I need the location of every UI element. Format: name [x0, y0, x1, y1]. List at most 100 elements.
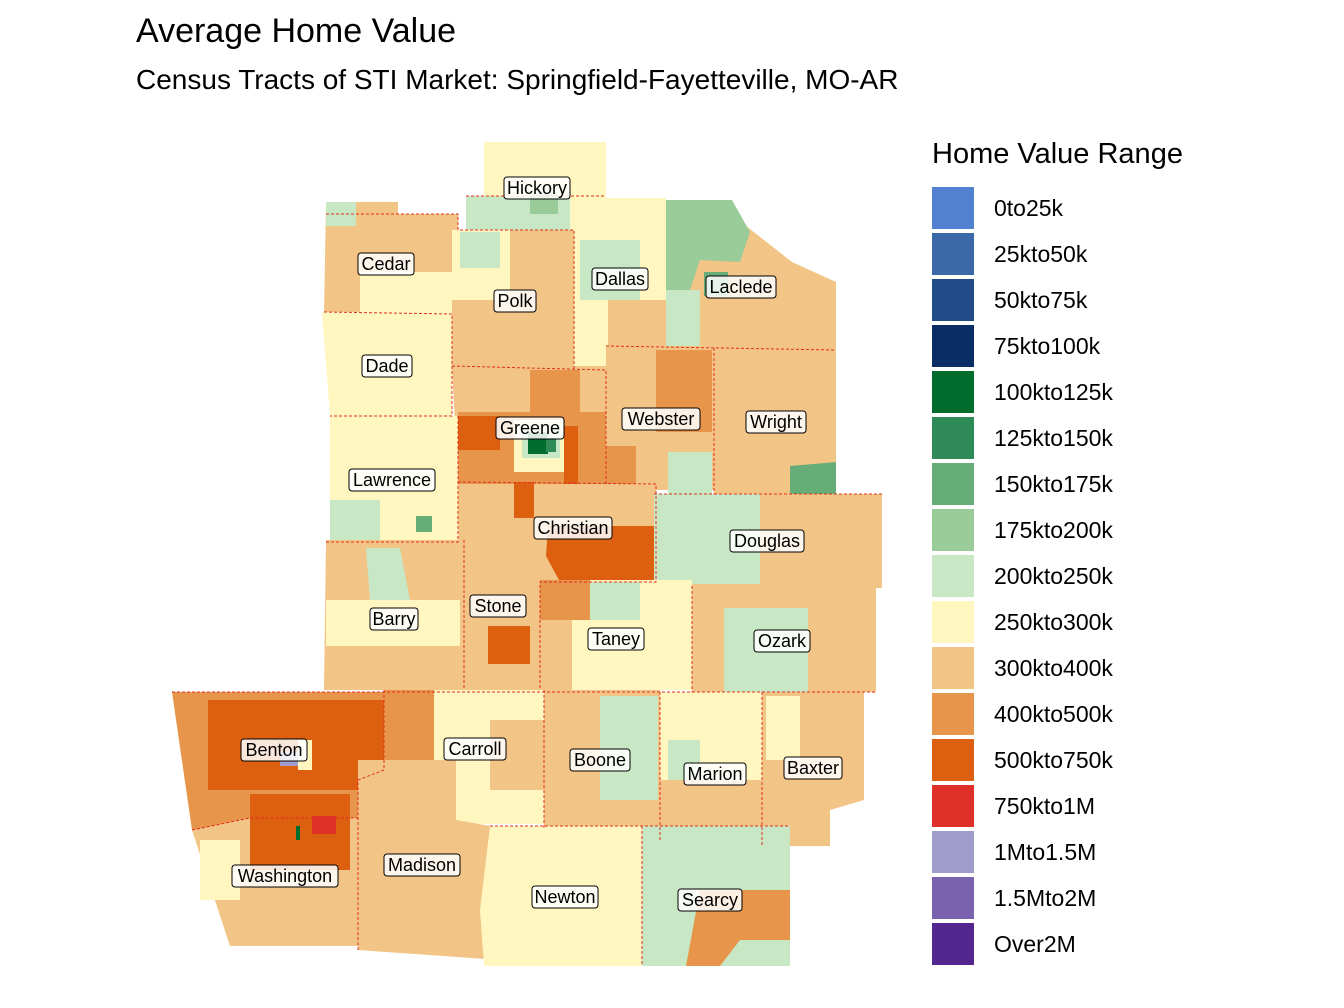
- tract: [546, 438, 556, 452]
- map-subtitle: Census Tracts of STI Market: Springfield…: [136, 64, 899, 95]
- county-name: Dade: [365, 356, 408, 376]
- county-label-carroll: Carroll: [443, 737, 507, 761]
- legend-label: 750kto1M: [994, 792, 1096, 819]
- county-label-benton: Benton: [240, 738, 308, 762]
- county-name: Lawrence: [353, 470, 431, 490]
- legend-item: 175kto200k: [932, 507, 1183, 553]
- legend-label: 175kto200k: [994, 516, 1113, 543]
- county-name: Dallas: [595, 269, 645, 289]
- legend-label: Over2M: [994, 930, 1076, 957]
- tract: [766, 696, 800, 760]
- county-label-taney: Taney: [587, 627, 645, 651]
- county-label-hickory: Hickory: [503, 176, 571, 200]
- county-name: Ozark: [758, 631, 807, 651]
- tract: [666, 290, 700, 346]
- county-name: Christian: [537, 518, 608, 538]
- tract: [600, 696, 658, 800]
- legend-item: 400kto500k: [932, 691, 1183, 737]
- legend-item: 25kto50k: [932, 231, 1183, 277]
- legend-label: 500kto750k: [994, 746, 1113, 773]
- choropleth-map: Hickory Cedar Dallas Laclede Polk Dade G…: [172, 142, 882, 966]
- legend-swatch: [932, 371, 974, 413]
- legend-label: 1Mto1.5M: [994, 838, 1097, 865]
- legend-swatch: [932, 279, 974, 321]
- county-label-greene: Greene: [495, 416, 565, 440]
- county-label-baxter: Baxter: [783, 756, 843, 780]
- legend-swatch: [932, 417, 974, 459]
- legend-label: 200kto250k: [994, 562, 1113, 589]
- legend-swatch: [932, 647, 974, 689]
- tract-fills: [172, 142, 882, 966]
- tract: [590, 582, 640, 620]
- legend-swatch: [932, 923, 974, 965]
- legend-item: 200kto250k: [932, 553, 1183, 599]
- legend-item: Over2M: [932, 921, 1183, 967]
- tract: [296, 826, 300, 840]
- county-name: Baxter: [787, 758, 839, 778]
- county-label-searcy: Searcy: [677, 888, 743, 912]
- county-name: Madison: [388, 855, 456, 875]
- tract: [666, 200, 750, 290]
- county-label-barry: Barry: [369, 607, 419, 631]
- tract: [458, 416, 500, 450]
- county-name: Marion: [687, 764, 742, 784]
- tract: [564, 426, 578, 500]
- legend-label: 50kto75k: [994, 286, 1088, 313]
- legend-item: 50kto75k: [932, 277, 1183, 323]
- county-name: Polk: [497, 291, 533, 311]
- legend-item: 1Mto1.5M: [932, 829, 1183, 875]
- legend-swatch: [932, 509, 974, 551]
- county-label-wright: Wright: [745, 410, 807, 434]
- legend-swatch: [932, 785, 974, 827]
- legend-item: 500kto750k: [932, 737, 1183, 783]
- county-label-dallas: Dallas: [591, 267, 649, 291]
- county-label-washington: Washington: [231, 864, 339, 888]
- county-label-laclede: Laclede: [705, 275, 777, 299]
- county-label-polk: Polk: [493, 289, 537, 313]
- legend-item: 75kto100k: [932, 323, 1183, 369]
- legend-swatch: [932, 739, 974, 781]
- county-name: Stone: [474, 596, 521, 616]
- legend-item: 250kto300k: [932, 599, 1183, 645]
- legend-label: 400kto500k: [994, 700, 1113, 727]
- county-label-webster: Webster: [621, 407, 701, 431]
- county-name: Boone: [574, 750, 626, 770]
- county-label-dade: Dade: [361, 354, 413, 378]
- county-name: Taney: [592, 629, 640, 649]
- county-label-lawrence: Lawrence: [348, 468, 436, 492]
- county-label-stone: Stone: [469, 594, 527, 618]
- county-name: Douglas: [734, 531, 800, 551]
- county-label-newton: Newton: [531, 885, 599, 909]
- legend-swatch: [932, 187, 974, 229]
- legend-swatch: [932, 325, 974, 367]
- county-label-douglas: Douglas: [729, 529, 805, 553]
- legend-label: 1.5Mto2M: [994, 884, 1097, 911]
- county-labels: Hickory Cedar Dallas Laclede Polk Dade G…: [231, 176, 843, 912]
- county-label-boone: Boone: [569, 748, 631, 772]
- tract: [668, 452, 712, 494]
- county-name: Benton: [245, 740, 302, 760]
- tract: [360, 272, 455, 314]
- map-title: Average Home Value: [136, 12, 457, 50]
- county-name: Greene: [500, 418, 560, 438]
- tract: [654, 494, 760, 584]
- county-label-madison: Madison: [383, 853, 461, 877]
- legend-item: 300kto400k: [932, 645, 1183, 691]
- tract: [540, 620, 572, 690]
- tract: [312, 816, 336, 834]
- legend-label: 100kto125k: [994, 378, 1113, 405]
- tract: [200, 840, 240, 900]
- county-name: Laclede: [709, 277, 772, 297]
- tract: [606, 446, 636, 490]
- tract: [540, 580, 590, 620]
- tract: [608, 300, 666, 346]
- tract: [330, 500, 380, 540]
- tract: [660, 780, 762, 840]
- legend-items: 0to25k 25kto50k 50kto75k 75kto100k 100kto125…: [932, 185, 1183, 967]
- legend-label: 25kto50k: [994, 240, 1088, 267]
- legend-swatch: [932, 601, 974, 643]
- county-name: Barry: [372, 609, 415, 629]
- legend-item: 1.5Mto2M: [932, 875, 1183, 921]
- county-name: Webster: [628, 409, 695, 429]
- tract: [416, 516, 432, 532]
